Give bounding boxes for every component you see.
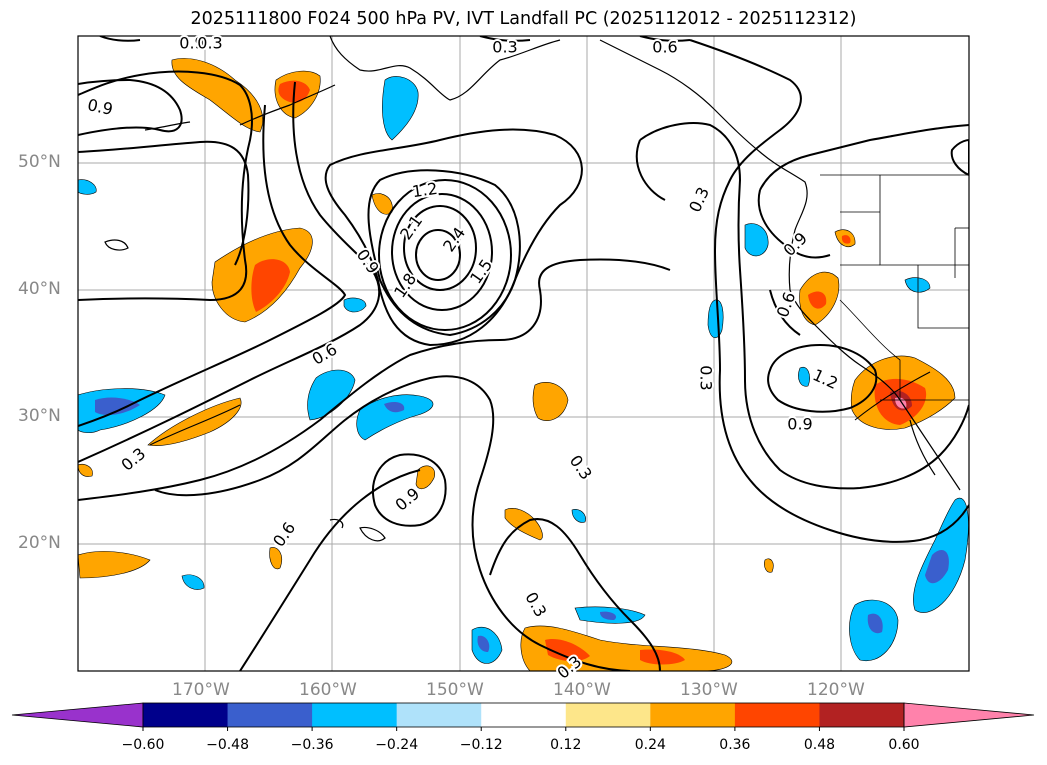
contour-label: 0.6 <box>652 38 677 57</box>
ivt-negative-fills <box>78 76 969 664</box>
contour-label: 0.3 <box>697 365 716 390</box>
colorbar-extend-low <box>11 702 144 728</box>
map-frame <box>77 35 970 672</box>
contour-label: 0.3 <box>492 38 517 57</box>
lon-label-120w: 120°W <box>807 680 865 700</box>
lon-label-150w: 150°W <box>426 680 484 700</box>
lat-label-20n: 20°N <box>18 533 61 553</box>
lat-label-40n: 40°N <box>18 279 61 299</box>
colorbar-outline <box>142 702 905 728</box>
lon-label-140w: 140°W <box>553 680 611 700</box>
colorbar-tick-label: −0.48 <box>206 737 249 753</box>
colorbar <box>11 702 1035 731</box>
colorbar-tick-label: 0.24 <box>634 737 666 753</box>
colorbar-tick-label: −0.12 <box>459 737 503 753</box>
lon-label-160w: 160°W <box>299 680 357 700</box>
lon-label-170w: 170°W <box>172 680 230 700</box>
colorbar-tick-label: 0.48 <box>803 737 836 753</box>
colorbar-segment <box>312 703 398 727</box>
contour-label: 0.3 <box>197 34 222 53</box>
colorbar-tick-label: 0.12 <box>550 737 582 753</box>
colorbar-tick-label: −0.36 <box>290 737 334 753</box>
colorbar-segment <box>227 703 313 727</box>
colorbar-segment <box>481 703 567 727</box>
colorbar-segment <box>565 703 651 727</box>
colorbar-segment <box>143 703 229 727</box>
lon-label-130w: 130°W <box>680 680 738 700</box>
colorbar-extend-high <box>903 702 1035 728</box>
colorbar-segment <box>819 703 905 727</box>
map-title: 2025111800 F024 500 hPa PV, IVT Landfall… <box>190 9 857 29</box>
colorbar-segment <box>650 703 736 727</box>
contour-label: 1.2 <box>411 179 439 201</box>
pv-contour-thin <box>149 371 931 446</box>
contour-label: 0.9 <box>787 415 812 434</box>
colorbar-tick-label: −0.24 <box>375 737 419 753</box>
lat-label-50n: 50°N <box>18 152 61 172</box>
contour-label: 0.9 <box>179 34 204 53</box>
colorbar-tick-label: −0.60 <box>121 737 165 753</box>
gridlines <box>78 36 969 671</box>
colorbar-tick-label: 0.60 <box>888 737 920 753</box>
pv-contours <box>78 36 969 671</box>
colorbar-segment <box>734 703 820 727</box>
state-borders <box>820 174 969 401</box>
lat-label-30n: 30°N <box>18 406 61 426</box>
colorbar-tick-label: 0.36 <box>719 737 751 753</box>
coastlines <box>104 36 961 542</box>
map-background <box>78 36 969 671</box>
colorbar-segment <box>396 703 482 727</box>
